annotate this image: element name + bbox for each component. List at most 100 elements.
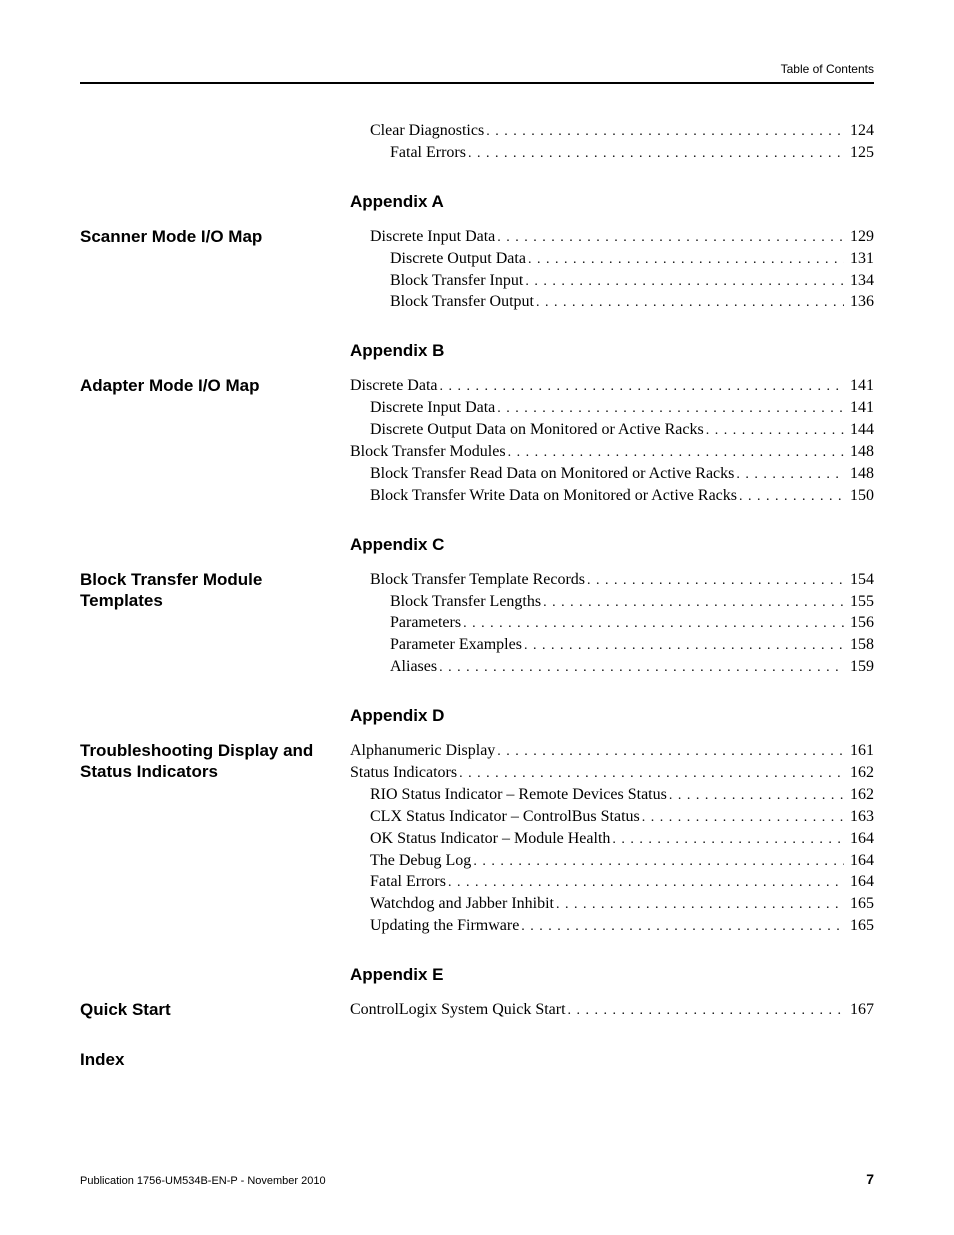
toc-entry[interactable]: Block Transfer Read Data on Monitored or…	[350, 463, 874, 485]
toc-appendix-row: Appendix B	[80, 341, 874, 365]
appendix-label: Appendix E	[350, 965, 874, 985]
toc-leader-dots	[612, 828, 844, 850]
section-title: Block Transfer Module Templates	[80, 569, 350, 612]
toc-leader-dots	[528, 248, 844, 270]
toc-entry[interactable]: Block Transfer Output 136	[350, 291, 874, 313]
toc-entry[interactable]: ControlLogix System Quick Start167	[350, 999, 874, 1021]
toc-leader-dots	[543, 591, 844, 613]
toc-entry-page: 144	[846, 419, 874, 441]
toc-section-row: Block Transfer Module TemplatesBlock Tra…	[80, 569, 874, 678]
appendix-label: Appendix B	[350, 341, 874, 361]
toc-entry-title: Block Transfer Template Records	[370, 569, 585, 591]
toc-entry[interactable]: Clear Diagnostics 124	[350, 120, 874, 142]
toc-lines-group: Discrete Data141Discrete Input Data141Di…	[350, 375, 874, 506]
toc-index-row: Index	[80, 1049, 874, 1070]
toc-entry-title: Discrete Output Data on Monitored or Act…	[370, 419, 704, 441]
toc-entry-title: Watchdog and Jabber Inhibit	[370, 893, 554, 915]
toc-entry[interactable]: Status Indicators 162	[350, 762, 874, 784]
toc-leader-dots	[448, 871, 844, 893]
toc-entry[interactable]: Watchdog and Jabber Inhibit165	[350, 893, 874, 915]
toc-entry[interactable]: Block Transfer Template Records154	[350, 569, 874, 591]
toc-entry-page: 129	[846, 226, 874, 248]
toc-entry-page: 162	[846, 762, 874, 784]
toc-entry-page: 161	[846, 740, 874, 762]
toc-entry[interactable]: Discrete Input Data141	[350, 397, 874, 419]
toc-leader-dots	[536, 291, 844, 313]
toc-entry[interactable]: OK Status Indicator – Module Health164	[350, 828, 874, 850]
toc-appendix-row: Appendix D	[80, 706, 874, 730]
toc-entry[interactable]: Block Transfer Write Data on Monitored o…	[350, 485, 874, 507]
toc-entry[interactable]: Fatal Errors125	[350, 142, 874, 164]
appendix-label: Appendix C	[350, 535, 874, 555]
toc-entry-title: Parameter Examples	[390, 634, 522, 656]
toc-entry[interactable]: Block Transfer Lengths155	[350, 591, 874, 613]
toc-entry[interactable]: RIO Status Indicator – Remote Devices St…	[350, 784, 874, 806]
toc-container: Clear Diagnostics 124Fatal Errors125 Appe…	[80, 120, 874, 1070]
toc-entry-page: 159	[846, 656, 874, 678]
toc-entry[interactable]: Block Transfer Modules148	[350, 441, 874, 463]
toc-leader-dots	[587, 569, 844, 591]
toc-entry-page: 141	[846, 397, 874, 419]
toc-leader-dots	[508, 441, 844, 463]
toc-entry[interactable]: Updating the Firmware165	[350, 915, 874, 937]
toc-section-row: Quick StartControlLogix System Quick Sta…	[80, 999, 874, 1021]
toc-appendix-row: Appendix C	[80, 535, 874, 559]
toc-leader-dots	[497, 397, 844, 419]
toc-lines-group: Block Transfer Template Records154Block …	[350, 569, 874, 678]
toc-appendix-row: Appendix E	[80, 965, 874, 989]
section-title: Adapter Mode I/O Map	[80, 375, 350, 396]
toc-entry[interactable]: Parameters156	[350, 612, 874, 634]
toc-entry-page: 164	[846, 850, 874, 872]
toc-entry-title: Block Transfer Output	[390, 291, 534, 313]
toc-entry-page: 164	[846, 828, 874, 850]
toc-entry-title: Status Indicators	[350, 762, 457, 784]
page-footer: Publication 1756-UM534B-EN-P - November …	[80, 1171, 874, 1187]
toc-leader-dots	[521, 915, 844, 937]
section-title-index: Index	[80, 1049, 350, 1070]
toc-leader-dots	[497, 740, 844, 762]
running-head: Table of Contents	[80, 62, 874, 76]
toc-entry[interactable]: Block Transfer Input134	[350, 270, 874, 292]
toc-entry-page: 124	[846, 120, 874, 142]
toc-entry-page: 163	[846, 806, 874, 828]
toc-entry-page: 131	[846, 248, 874, 270]
toc-entry-page: 134	[846, 270, 874, 292]
toc-entry-title: The Debug Log	[370, 850, 471, 872]
toc-entry[interactable]: CLX Status Indicator – ControlBus Status…	[350, 806, 874, 828]
toc-leader-dots	[739, 485, 844, 507]
toc-entry[interactable]: Discrete Input Data129	[350, 226, 874, 248]
toc-leader-dots	[706, 419, 844, 441]
toc-section-row: Troubleshooting Display and Status Indic…	[80, 740, 874, 937]
toc-entry-page: 150	[846, 485, 874, 507]
toc-entry-title: CLX Status Indicator – ControlBus Status	[370, 806, 640, 828]
toc-leader-dots	[486, 120, 844, 142]
toc-entry[interactable]: The Debug Log 164	[350, 850, 874, 872]
toc-lines-group: ControlLogix System Quick Start167	[350, 999, 874, 1021]
toc-entry-title: Aliases	[390, 656, 437, 678]
toc-entry-page: 167	[846, 999, 874, 1021]
toc-entry-title: Block Transfer Read Data on Monitored or…	[370, 463, 734, 485]
toc-entry[interactable]: Aliases 159	[350, 656, 874, 678]
toc-entry-page: 141	[846, 375, 874, 397]
section-title: Troubleshooting Display and Status Indic…	[80, 740, 350, 783]
toc-entry-page: 155	[846, 591, 874, 613]
toc-leader-dots	[439, 656, 844, 678]
section-title: Scanner Mode I/O Map	[80, 226, 350, 247]
toc-entry-title: Clear Diagnostics	[370, 120, 484, 142]
toc-entry[interactable]: Discrete Output Data on Monitored or Act…	[350, 419, 874, 441]
toc-entry[interactable]: Parameter Examples158	[350, 634, 874, 656]
toc-leader-dots	[463, 612, 844, 634]
toc-leader-dots	[642, 806, 844, 828]
toc-entry[interactable]: Alphanumeric Display161	[350, 740, 874, 762]
toc-leader-dots	[525, 270, 844, 292]
toc-entry[interactable]: Discrete Output Data131	[350, 248, 874, 270]
toc-leader-dots	[669, 784, 844, 806]
toc-leader-dots	[473, 850, 844, 872]
toc-appendix-row: Appendix A	[80, 192, 874, 216]
toc-leader-dots	[524, 634, 844, 656]
toc-leader-dots	[556, 893, 844, 915]
toc-entry[interactable]: Discrete Data141	[350, 375, 874, 397]
toc-entry-page: 136	[846, 291, 874, 313]
toc-entry-page: 148	[846, 463, 874, 485]
toc-entry[interactable]: Fatal Errors164	[350, 871, 874, 893]
